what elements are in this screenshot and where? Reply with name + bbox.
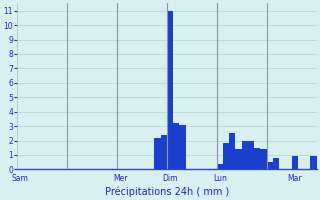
Bar bbox=[267, 162, 273, 169]
Bar bbox=[161, 135, 167, 169]
Bar bbox=[173, 123, 180, 169]
Bar bbox=[167, 11, 173, 169]
Bar bbox=[260, 149, 267, 169]
Bar bbox=[273, 158, 279, 169]
Bar bbox=[223, 143, 229, 169]
Bar bbox=[248, 141, 254, 169]
Bar bbox=[217, 164, 223, 169]
Bar bbox=[236, 149, 242, 169]
X-axis label: Précipitations 24h ( mm ): Précipitations 24h ( mm ) bbox=[105, 186, 229, 197]
Bar bbox=[254, 148, 260, 169]
Bar bbox=[155, 138, 161, 169]
Bar bbox=[292, 156, 298, 169]
Bar bbox=[229, 133, 236, 169]
Bar bbox=[242, 141, 248, 169]
Bar bbox=[310, 156, 316, 169]
Bar bbox=[180, 125, 186, 169]
